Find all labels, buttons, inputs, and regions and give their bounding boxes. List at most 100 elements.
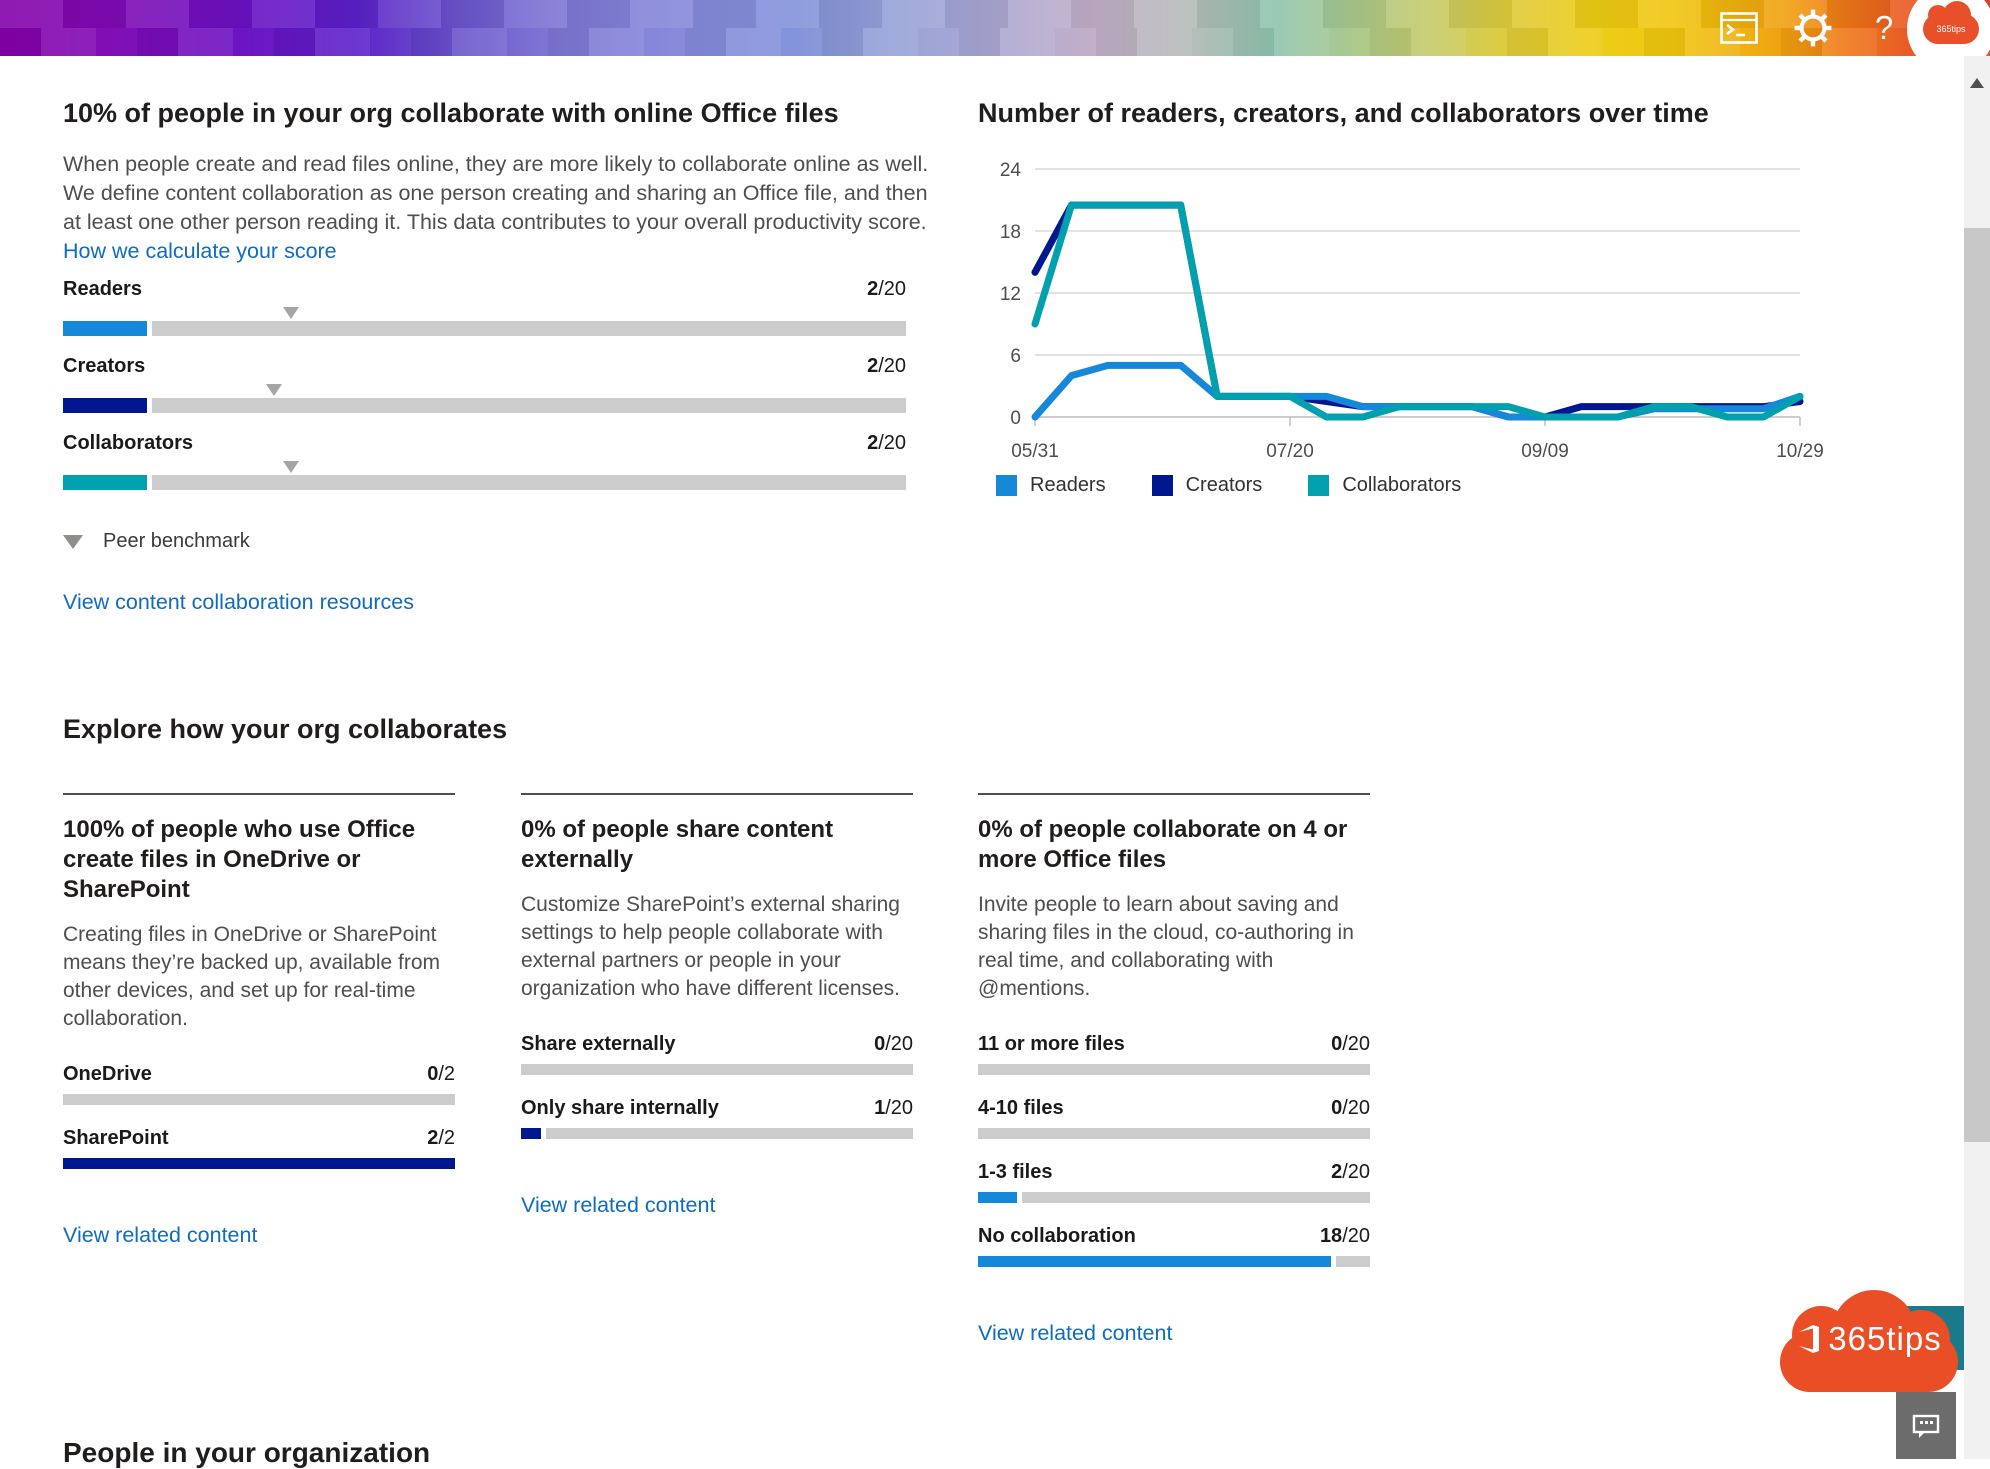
chart-legend: Readers Creators Collaborators [996,474,1461,497]
card-onedrive-sharepoint: 100% of people who use Office create fil… [63,793,455,1248]
progress-bar [521,1128,913,1139]
metric-value: 18/20 [1319,1225,1370,1247]
card-body: Creating files in OneDrive or SharePoint… [63,923,441,1030]
peer-benchmark-legend: Peer benchmark [63,530,250,553]
metric-label: Readers [63,278,142,300]
metric-label: Creators [63,355,146,377]
card-body: Invite people to learn about saving and … [978,893,1354,1000]
legend-swatch [996,475,1017,496]
benchmark-triangle-icon [63,534,83,549]
metric-value: 1/20 [874,1097,913,1119]
card-divider [63,793,455,795]
view-related-content-link[interactable]: View related content [63,1223,258,1247]
legend-swatch [1308,475,1330,496]
metric-readers: Readers 2/20 [63,278,906,336]
legend-label: Readers [1030,474,1106,496]
card-body: Customize SharePoint’s external sharing … [521,893,901,1000]
legend-item-creators[interactable]: Creators [1151,474,1263,497]
card-title: 0% of people collaborate on 4 or more Of… [978,816,1348,873]
metric-4-10-files: 4-10 files 0/20 [978,1097,1370,1139]
banner-mosaic-top [0,0,1990,28]
progress-bar [978,1064,1370,1075]
metric-label: 4-10 files [978,1097,1064,1119]
metric-label: SharePoint [63,1127,169,1149]
top-banner: ? 365tips [0,0,1990,73]
help-glyph: ? [1874,9,1894,46]
metric-label: Share externally [521,1033,676,1055]
metric-label: Only share internally [521,1097,719,1119]
metric-value: 2/20 [867,278,906,300]
peer-benchmark-marker [265,384,282,396]
metric-sharepoint: SharePoint 2/2 [63,1127,455,1169]
logo-text: 365tips [1828,1320,1942,1357]
chat-feedback-button[interactable] [1896,1392,1956,1459]
card-title: 100% of people who use Office create fil… [63,816,416,903]
view-collaboration-resources-link[interactable]: View content collaboration resources [63,590,414,614]
svg-text:24: 24 [1000,160,1022,181]
progress-bar [63,398,906,413]
powershell-terminal-icon[interactable] [1716,0,1762,56]
card-divider [521,793,913,795]
how-we-calculate-link[interactable]: How we calculate your score [63,239,337,263]
metric-label: Collaborators [63,432,194,454]
peer-benchmark-marker [282,461,299,473]
metric-value: 2/20 [1331,1161,1370,1183]
metric-value: 0/2 [427,1063,455,1085]
progress-bar [521,1064,913,1075]
metric-label: OneDrive [63,1063,152,1085]
metric-label: No collaboration [978,1225,1136,1247]
365tips-cloud-logo-small: 365tips [1923,1,1979,44]
card-external-sharing: 0% of people share content externally Cu… [521,793,913,1218]
peer-benchmark-marker [282,307,299,319]
metric-label: 11 or more files [978,1033,1125,1055]
progress-bar [63,1158,455,1169]
svg-text:18: 18 [1000,222,1021,243]
card-collaboration-files: 0% of people collaborate on 4 or more Of… [978,793,1370,1346]
metric-value: 0/20 [874,1033,913,1055]
view-related-content-link[interactable]: View related content [521,1193,716,1217]
card-divider [978,793,1370,795]
metric-onedrive: OneDrive 0/2 [63,1063,455,1105]
collab-description: When people create and read files online… [63,150,943,266]
metric-value: 0/20 [1331,1097,1370,1119]
metric-creators: Creators 2/20 [63,355,906,413]
progress-bar [63,475,906,490]
collab-section-title: 10% of people in your org collaborate wi… [63,98,839,128]
logo-text-small: 365tips [1936,24,1966,34]
metric-label: 1-3 files [978,1161,1053,1183]
svg-text:09/09: 09/09 [1521,441,1569,462]
settings-gear-icon[interactable] [1790,0,1836,56]
legend-label: Creators [1185,474,1263,496]
svg-text:0: 0 [1010,408,1021,429]
metric-value: 2/2 [427,1127,455,1149]
chart-title: Number of readers, creators, and collabo… [978,98,1709,128]
svg-text:07/20: 07/20 [1266,441,1314,462]
peer-benchmark-label: Peer benchmark [103,530,250,552]
progress-bar [978,1128,1370,1139]
people-section-title: People in your organization [63,1437,431,1468]
office-logo-icon [1799,1325,1820,1353]
legend-swatch [1151,475,1173,496]
metric-collaborators: Collaborators 2/20 [63,432,906,490]
metric-1-3-files: 1-3 files 2/20 [978,1161,1370,1203]
help-icon[interactable]: ? [1864,0,1904,56]
scrollbar-up-arrow[interactable] [1970,78,1984,88]
metric-value: 2/20 [867,355,906,377]
svg-text:6: 6 [1010,346,1021,367]
legend-item-readers[interactable]: Readers [996,474,1106,497]
view-related-content-link[interactable]: View related content [978,1321,1173,1345]
banner-mosaic-bottom [0,28,1990,56]
scrollbar-thumb[interactable] [1964,228,1990,1142]
progress-bar [978,1192,1370,1203]
progress-bar [63,321,906,336]
collab-description-text: When people create and read files online… [63,152,929,234]
readers-creators-collaborators-line-chart: 0 6 12 18 24 05/31 07/20 09/09 10/29 [1000,160,1824,462]
explore-section-title: Explore how your org collaborates [63,714,508,744]
svg-text:10/29: 10/29 [1776,441,1824,462]
vertical-scrollbar[interactable] [1964,56,1990,1459]
card-title: 0% of people share content externally [521,816,834,873]
legend-item-collaborators[interactable]: Collaborators [1308,474,1461,497]
svg-text:05/31: 05/31 [1011,441,1059,462]
metric-11-or-more-files: 11 or more files 0/20 [978,1033,1370,1075]
metric-no-collaboration: No collaboration 18/20 [978,1225,1370,1267]
